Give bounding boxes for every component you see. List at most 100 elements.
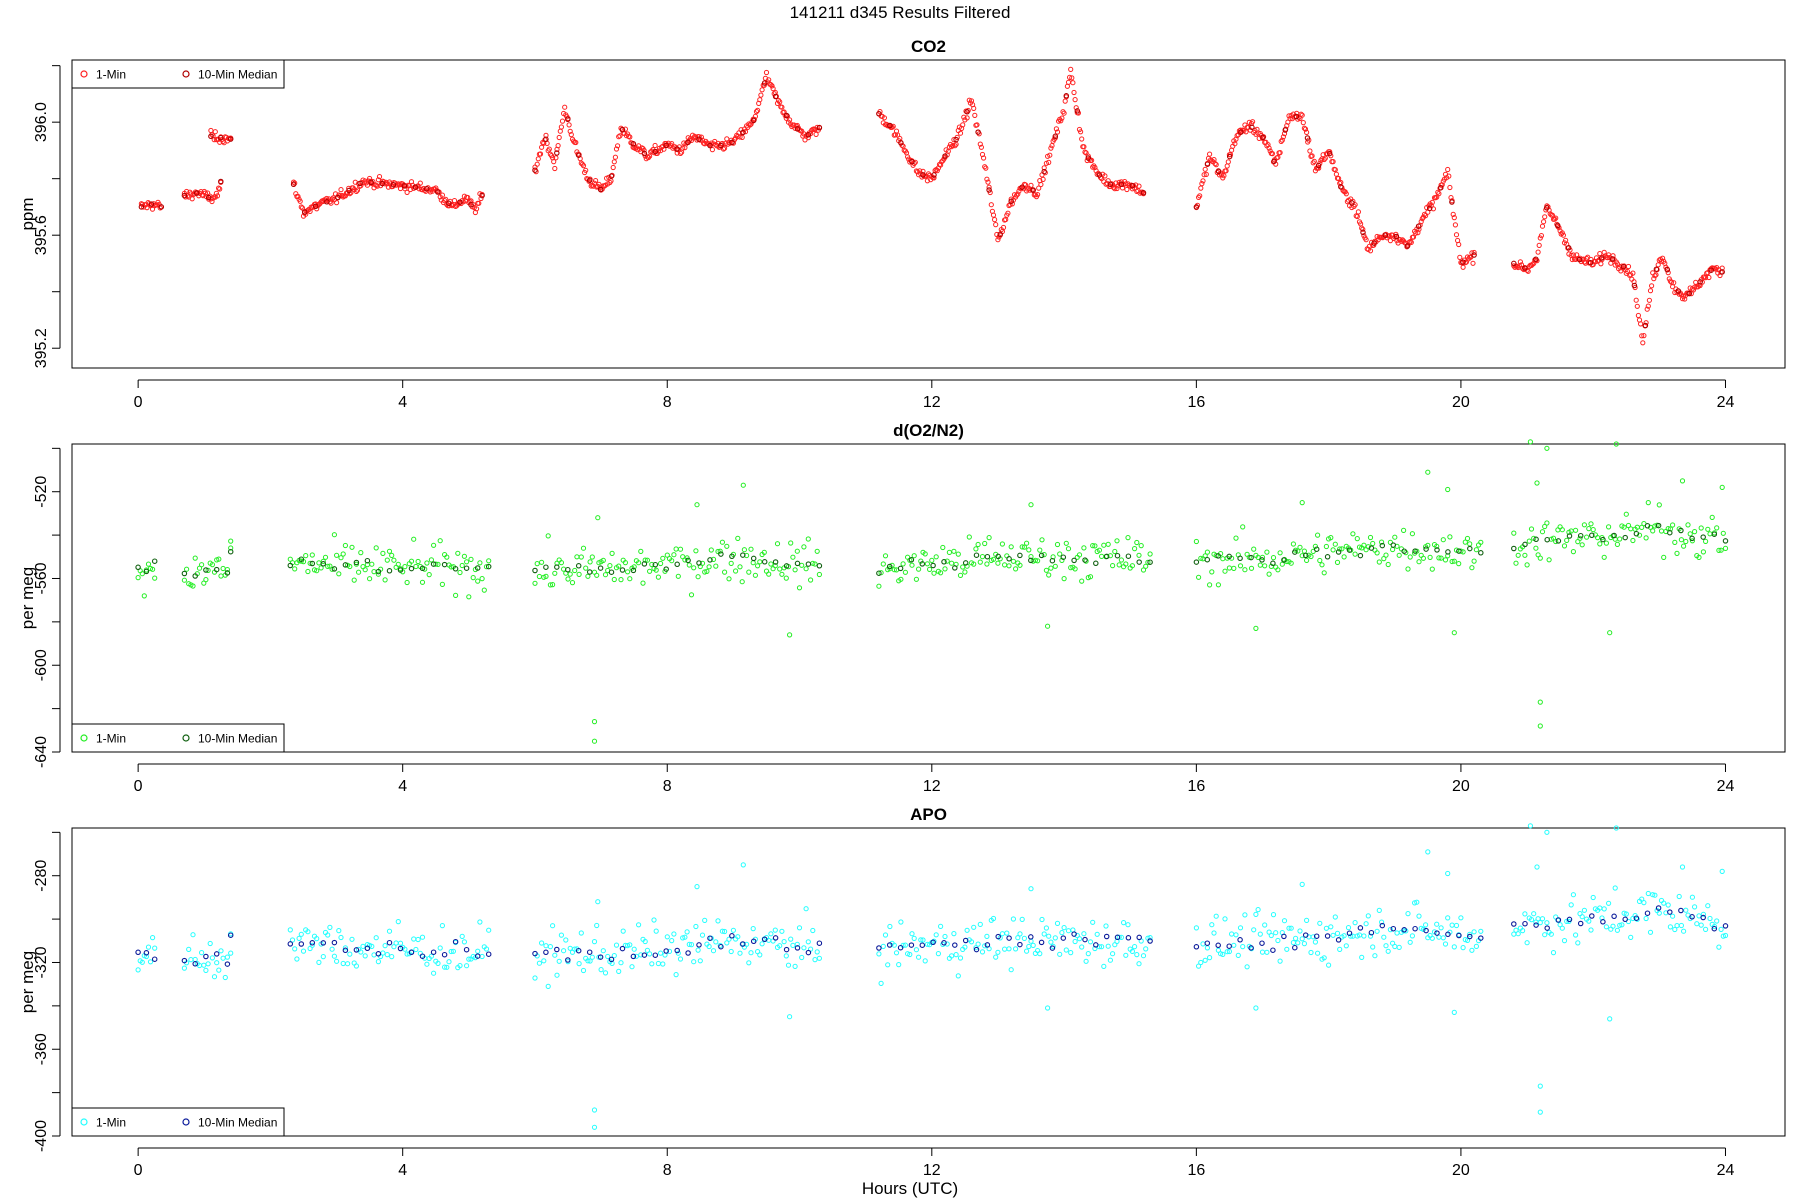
median-point — [718, 551, 724, 557]
median-point — [1074, 108, 1081, 114]
data-point — [1081, 545, 1087, 551]
data-point — [755, 107, 761, 114]
median-point — [608, 173, 615, 179]
data-point — [404, 951, 410, 957]
data-point — [574, 554, 580, 560]
data-point — [1269, 151, 1276, 157]
data-point — [1299, 936, 1305, 942]
median-point — [805, 561, 812, 567]
data-point — [1061, 576, 1067, 582]
median-point — [1193, 944, 1200, 950]
median-point — [761, 936, 768, 943]
median-point — [309, 560, 316, 567]
data-point — [1072, 97, 1078, 103]
data-point — [1002, 946, 1008, 952]
data-point — [569, 580, 576, 586]
median-point — [1371, 240, 1377, 246]
data-point — [638, 548, 644, 555]
median-point — [1404, 243, 1411, 249]
data-point — [1606, 900, 1612, 906]
median-point — [984, 553, 991, 560]
data-point — [585, 958, 591, 964]
median-point — [543, 949, 549, 956]
data-point — [1367, 534, 1374, 541]
data-point — [1359, 954, 1365, 961]
median-point — [619, 127, 626, 133]
median-point — [729, 139, 735, 146]
median-point — [876, 110, 882, 117]
panel-title: CO2 — [911, 37, 946, 56]
data-point — [1053, 126, 1060, 132]
data-point — [1047, 152, 1053, 158]
median-point — [1456, 548, 1462, 554]
data-point — [402, 186, 408, 192]
data-point — [1259, 554, 1266, 561]
median-point — [575, 152, 582, 158]
data-point — [651, 917, 657, 923]
data-point — [1471, 558, 1477, 564]
data-point — [1451, 215, 1457, 221]
data-point — [1614, 541, 1621, 548]
median-point — [772, 93, 779, 100]
data-point — [1203, 171, 1209, 177]
data-point — [1309, 153, 1315, 159]
data-point — [287, 927, 293, 933]
median-point — [218, 178, 224, 185]
data-point — [1145, 559, 1151, 566]
median-point — [772, 935, 779, 941]
data-point — [900, 561, 906, 567]
data-point — [975, 941, 981, 947]
data-point — [890, 123, 896, 130]
data-point — [961, 114, 967, 120]
data-point — [916, 566, 922, 572]
median-point — [1248, 945, 1254, 951]
data-point — [431, 970, 437, 976]
data-point — [1136, 552, 1142, 558]
data-point — [336, 571, 342, 577]
median-point — [1302, 932, 1309, 938]
median-point — [707, 935, 713, 941]
data-point — [1372, 953, 1378, 959]
data-point — [1311, 158, 1317, 164]
data-point — [562, 104, 568, 110]
median-point — [1226, 943, 1232, 949]
data-point — [362, 567, 368, 573]
data-point — [1590, 527, 1596, 533]
data-point — [481, 587, 487, 593]
data-point — [1617, 536, 1623, 542]
data-point — [216, 556, 222, 562]
data-point — [1101, 542, 1107, 548]
median-point — [1313, 933, 1320, 939]
data-point — [1005, 210, 1011, 216]
data-point — [558, 560, 565, 566]
data-point — [1720, 933, 1726, 939]
median-point — [1478, 550, 1484, 556]
data-point — [880, 943, 886, 950]
data-point — [1138, 543, 1144, 549]
median-point — [1653, 266, 1660, 272]
data-point — [1527, 823, 1534, 829]
data-point — [720, 146, 727, 152]
median-point — [641, 150, 648, 157]
data-point — [486, 558, 492, 564]
data-point — [1297, 928, 1303, 934]
data-point — [1054, 541, 1061, 548]
median-point — [597, 954, 604, 960]
data-point — [759, 87, 765, 93]
median-point — [942, 153, 948, 159]
data-point — [1323, 543, 1330, 550]
data-point — [633, 953, 640, 959]
data-point — [1707, 531, 1713, 537]
data-point — [895, 132, 901, 138]
data-point — [1405, 566, 1411, 572]
median-point — [1030, 187, 1036, 193]
data-point — [1588, 927, 1594, 933]
data-point — [325, 563, 331, 570]
data-point — [816, 955, 823, 961]
data-point — [534, 561, 540, 567]
data-point — [1559, 925, 1565, 931]
data-point — [465, 194, 471, 201]
data-point — [909, 562, 915, 568]
